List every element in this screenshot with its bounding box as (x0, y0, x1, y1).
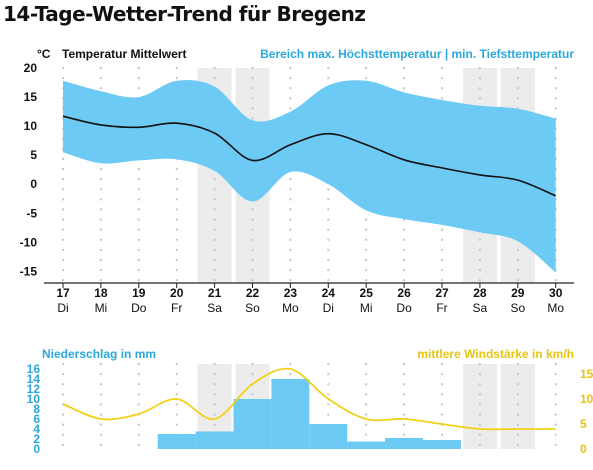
x-tick-date: 22 (246, 286, 260, 300)
x-tick-date: 18 (94, 286, 108, 300)
x-tick-date: 23 (284, 286, 298, 300)
wind-tick-label: 10 (580, 392, 593, 406)
precipitation-tick-label: 6 (33, 412, 40, 426)
precipitation-tick-label: 4 (33, 422, 40, 436)
x-tick-weekday: Mi (360, 301, 373, 315)
y-tick-label: 20 (24, 61, 38, 75)
weekend-column (462, 364, 497, 449)
wind-tick-label: 15 (580, 367, 593, 381)
x-tick-date: 25 (360, 286, 374, 300)
precipitation-tick-label: 0 (33, 442, 40, 456)
y-tick-label: -15 (20, 264, 38, 278)
weekend-column (500, 364, 535, 449)
precipitation-bar (157, 434, 196, 449)
precipitation-bar (385, 438, 423, 449)
precipitation-bar (309, 424, 348, 449)
x-tick-date: 19 (132, 286, 146, 300)
temperature-unit-label: °C (37, 47, 51, 61)
x-tick-weekday: Fr (436, 301, 447, 315)
wind-speed-line (62, 367, 556, 431)
x-axis-ticks (62, 283, 557, 288)
x-tick-weekday: Mo (282, 301, 299, 315)
legend-mean-temperature: Temperatur Mittelwert (62, 47, 186, 61)
x-tick-date: 24 (322, 286, 336, 300)
temperature-range-band (63, 80, 556, 273)
precipitation-tick-label: 14 (27, 372, 41, 386)
x-tick-weekday: So (245, 301, 260, 315)
x-tick-weekday: Sa (473, 301, 488, 315)
x-tick-date: 30 (549, 286, 563, 300)
x-tick-date: 17 (56, 286, 70, 300)
precipitation-tick-label: 2 (33, 432, 40, 446)
precipitation-bar (195, 431, 234, 449)
x-tick-weekday: Mo (547, 301, 564, 315)
y-tick-label: 0 (30, 177, 37, 191)
precipitation-bars (157, 379, 461, 449)
x-tick-date: 21 (208, 286, 222, 300)
temperature-mean-line (62, 115, 557, 197)
y-tick-label: 5 (30, 148, 37, 162)
precipitation-bar (347, 441, 386, 449)
precipitation-tick-label: 12 (27, 382, 41, 396)
x-tick-date: 27 (435, 286, 449, 300)
legend-precipitation: Niederschlag in mm (42, 347, 156, 361)
precipitation-bar (233, 399, 272, 449)
wind-axis-ticks: 15 10 5 0 (580, 367, 593, 456)
precipitation-tick-label: 8 (33, 402, 40, 416)
y-tick-label: 15 (24, 90, 38, 104)
x-tick-date: 29 (511, 286, 525, 300)
x-axis-labels: 17Di18Mi19Do20Fr21Sa22So23Mo24Di25Mi26Do… (56, 286, 564, 315)
y-axis-ticks: 20 15 10 5 0 -5 -10 -15 (20, 61, 38, 278)
page-title: 14-Tage-Wetter-Trend für Bregenz (3, 2, 366, 26)
x-tick-weekday: Di (57, 301, 68, 315)
precipitation-tick-label: 16 (27, 362, 41, 376)
x-tick-date: 20 (170, 286, 184, 300)
legend-wind: mittlere Windstärke in km/h (417, 347, 574, 361)
x-tick-date: 26 (397, 286, 411, 300)
x-tick-weekday: Di (323, 301, 334, 315)
x-tick-weekday: Do (131, 301, 147, 315)
precipitation-bar (271, 379, 310, 449)
x-tick-weekday: Fr (171, 301, 182, 315)
y-tick-label: -5 (26, 206, 37, 220)
wind-tick-label: 5 (580, 417, 587, 431)
precipitation-tick-label: 10 (27, 392, 41, 406)
x-tick-weekday: Sa (207, 301, 222, 315)
legend-temperature-range: Bereich max. Höchsttemperatur | min. Tie… (260, 47, 574, 61)
x-tick-weekday: Mi (95, 301, 108, 315)
y-tick-label: 10 (24, 119, 38, 133)
x-tick-weekday: So (510, 301, 525, 315)
precipitation-bar (423, 440, 461, 449)
x-tick-weekday: Do (396, 301, 412, 315)
x-tick-date: 28 (473, 286, 487, 300)
wind-tick-label: 0 (580, 442, 587, 456)
y-tick-label: -10 (20, 235, 38, 249)
